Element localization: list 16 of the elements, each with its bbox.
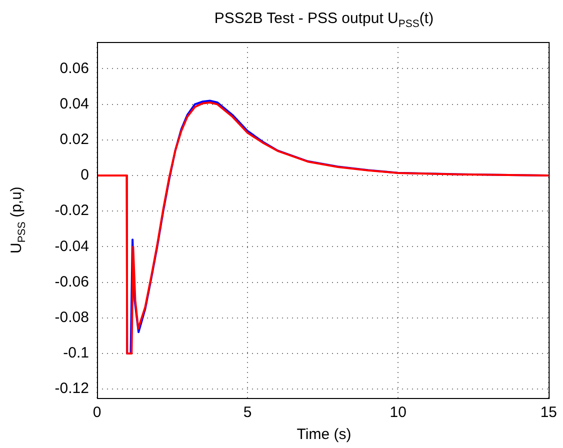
x-tick-label: 15	[540, 404, 557, 422]
x-tick-label: 10	[390, 404, 406, 422]
x-tick-label: 0	[92, 404, 102, 422]
y-tick-label: -0.12	[54, 380, 89, 398]
y-tick-label: -0.1	[63, 344, 89, 362]
x-tick-label: 5	[243, 404, 252, 422]
chart-title: PSS2B Test - PSS output U$_{PSS}$(t)	[213, 10, 435, 30]
y-tick-label: -0.02	[54, 202, 89, 220]
y-tick-label: -0.04	[54, 238, 89, 255]
y-tick-label: 0.04	[60, 95, 89, 112]
y-tick-label: -0.06	[54, 273, 89, 290]
x-axis-title: Time (s)	[296, 426, 352, 443]
y-tick-label: 0.02	[60, 131, 89, 148]
y-tick-label: -0.08	[54, 309, 89, 326]
y-tick-label: 0	[80, 166, 89, 184]
y-tick-label: 0.06	[60, 60, 89, 77]
